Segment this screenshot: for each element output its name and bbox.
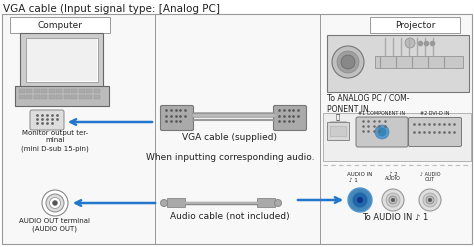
Text: AUDIO: AUDIO [385,176,401,181]
FancyBboxPatch shape [34,95,40,100]
FancyBboxPatch shape [72,89,78,94]
Circle shape [405,38,415,48]
Circle shape [423,193,437,207]
Text: ♪ 2: ♪ 2 [389,172,397,177]
FancyBboxPatch shape [167,199,185,207]
FancyBboxPatch shape [94,95,100,100]
Text: VGA cable (Input signal type: [Analog PC]: VGA cable (Input signal type: [Analog PC… [3,4,220,14]
FancyBboxPatch shape [370,17,460,33]
Circle shape [42,190,68,216]
FancyBboxPatch shape [2,14,472,244]
FancyBboxPatch shape [64,95,70,100]
Circle shape [348,188,372,212]
FancyBboxPatch shape [42,89,47,94]
Circle shape [428,198,432,202]
FancyBboxPatch shape [26,38,98,82]
FancyBboxPatch shape [86,89,92,94]
FancyBboxPatch shape [34,89,40,94]
FancyBboxPatch shape [161,105,193,130]
FancyBboxPatch shape [15,86,109,106]
Text: To ANALOG PC / COM-
PONENT IN: To ANALOG PC / COM- PONENT IN [327,93,410,114]
FancyBboxPatch shape [375,56,463,68]
Circle shape [337,51,359,73]
FancyBboxPatch shape [327,122,349,140]
Text: ♪ AUDIO: ♪ AUDIO [420,172,440,177]
Circle shape [386,193,400,207]
Circle shape [161,200,167,206]
FancyBboxPatch shape [273,105,307,130]
Text: AUDIO OUT terminal
(AUDIO OUT): AUDIO OUT terminal (AUDIO OUT) [19,218,91,232]
FancyBboxPatch shape [330,126,346,136]
Circle shape [49,198,61,208]
FancyBboxPatch shape [257,199,275,207]
Text: VGA cable (supplied): VGA cable (supplied) [182,133,277,142]
FancyBboxPatch shape [42,95,47,100]
Circle shape [341,55,355,69]
FancyBboxPatch shape [56,95,63,100]
FancyBboxPatch shape [49,95,55,100]
Text: Audio cable (not included): Audio cable (not included) [170,212,290,221]
FancyBboxPatch shape [94,89,100,94]
FancyBboxPatch shape [72,95,78,100]
Text: Projector: Projector [395,21,435,29]
FancyBboxPatch shape [30,110,64,130]
Circle shape [389,196,397,204]
Circle shape [382,189,404,211]
Circle shape [274,200,282,206]
FancyBboxPatch shape [64,89,70,94]
FancyBboxPatch shape [79,95,85,100]
Text: OUT: OUT [425,177,435,182]
Text: Computer: Computer [37,21,82,29]
FancyBboxPatch shape [79,89,85,94]
Text: #2 DVI-D IN: #2 DVI-D IN [420,111,450,116]
Circle shape [357,197,363,203]
Circle shape [353,192,367,207]
Text: To AUDIO IN ♪ 1: To AUDIO IN ♪ 1 [362,213,428,222]
FancyBboxPatch shape [86,95,92,100]
Circle shape [53,201,57,206]
Text: AUDIO IN: AUDIO IN [347,172,373,177]
Circle shape [332,46,364,78]
FancyBboxPatch shape [327,35,469,92]
Circle shape [426,196,434,204]
FancyBboxPatch shape [56,89,63,94]
FancyBboxPatch shape [356,117,408,147]
FancyBboxPatch shape [27,95,33,100]
FancyBboxPatch shape [27,39,97,81]
FancyBboxPatch shape [20,34,103,88]
Text: 谷: 谷 [336,113,340,120]
Text: ♪ 1: ♪ 1 [348,178,357,183]
Circle shape [378,128,386,136]
Text: When inputting corresponding audio.: When inputting corresponding audio. [146,153,314,162]
FancyBboxPatch shape [323,113,471,161]
FancyBboxPatch shape [19,89,25,94]
FancyBboxPatch shape [10,17,110,33]
Circle shape [46,194,64,212]
FancyBboxPatch shape [49,89,55,94]
Circle shape [419,189,441,211]
Text: #1 COMPONENT IN: #1 COMPONENT IN [358,111,406,116]
FancyBboxPatch shape [19,95,25,100]
Circle shape [375,125,389,139]
FancyBboxPatch shape [409,118,462,146]
Text: Monitor output ter-
minal
(mini D-sub 15-pin): Monitor output ter- minal (mini D-sub 15… [21,130,89,151]
Circle shape [391,198,395,202]
FancyBboxPatch shape [27,89,33,94]
